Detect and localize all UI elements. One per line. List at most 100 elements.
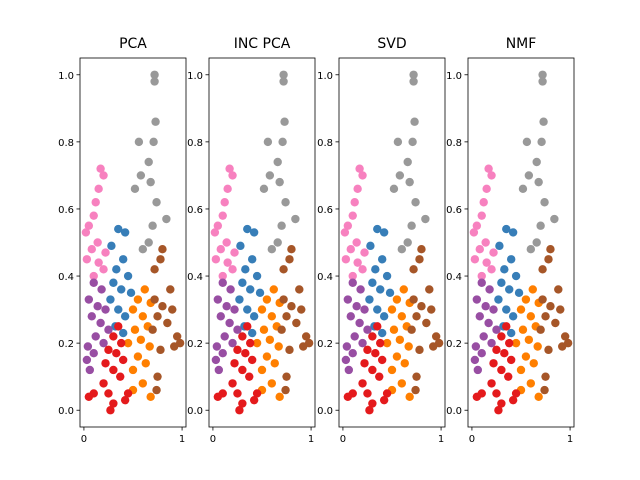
scatter-point bbox=[280, 117, 289, 126]
scatter-point bbox=[89, 278, 98, 287]
scatter-point bbox=[156, 345, 165, 355]
scatter-point bbox=[518, 325, 528, 334]
scatter-point bbox=[422, 318, 431, 328]
scatter-point bbox=[482, 258, 491, 267]
x-tick-label: 0 bbox=[469, 434, 475, 445]
scatter-point bbox=[417, 245, 426, 254]
scatter-point bbox=[166, 285, 175, 294]
scatter-point bbox=[81, 228, 91, 237]
scatter-point bbox=[505, 338, 514, 348]
subplot-title: NMF bbox=[506, 36, 537, 52]
scatter-point bbox=[163, 318, 172, 328]
scatter-point bbox=[551, 318, 560, 328]
scatter-point bbox=[233, 345, 242, 355]
scatter-point bbox=[494, 406, 503, 415]
scatter-point bbox=[353, 258, 362, 267]
scatter-point bbox=[138, 312, 148, 321]
y-tick-label: 0.2 bbox=[187, 339, 203, 350]
scatter-point bbox=[278, 137, 287, 147]
scatter-point bbox=[400, 359, 409, 368]
scatter-point bbox=[360, 305, 369, 314]
scatter-point bbox=[84, 392, 94, 402]
scatter-point bbox=[377, 355, 387, 365]
scatter-point bbox=[502, 224, 511, 234]
scatter-point bbox=[492, 345, 501, 355]
scatter-point bbox=[141, 359, 150, 368]
scatter-point bbox=[168, 305, 177, 314]
y-tick-label: 0.0 bbox=[187, 406, 203, 417]
scatter-point bbox=[87, 245, 96, 254]
scatter-point bbox=[379, 228, 389, 237]
x-tick-label: 0 bbox=[210, 434, 216, 445]
scatter-point bbox=[377, 328, 387, 338]
scatter-point bbox=[404, 342, 413, 351]
scatter-point bbox=[279, 77, 288, 86]
scatter-point bbox=[211, 355, 221, 365]
scatter-point bbox=[210, 228, 220, 237]
scatter-point bbox=[521, 352, 531, 361]
scatter-point bbox=[220, 198, 229, 207]
scatter-point bbox=[358, 171, 367, 180]
scatter-point bbox=[508, 395, 518, 405]
scatter-point bbox=[235, 295, 244, 304]
scatter-point bbox=[409, 70, 418, 79]
scatter-point bbox=[505, 285, 514, 294]
scatter-point bbox=[389, 325, 399, 334]
y-tick-label: 0.8 bbox=[446, 138, 462, 149]
scatter-point bbox=[356, 285, 365, 294]
scatter-point bbox=[346, 245, 355, 254]
scatter-point bbox=[368, 278, 377, 287]
scatter-point bbox=[358, 379, 367, 388]
scatter-point bbox=[526, 312, 536, 321]
scatter-point bbox=[363, 325, 372, 334]
scatter-point bbox=[526, 379, 536, 388]
scatter-point bbox=[262, 352, 272, 361]
scatter-point bbox=[518, 184, 528, 194]
scatter-point bbox=[563, 338, 573, 348]
scatter-point bbox=[403, 238, 412, 247]
scatter-point bbox=[158, 302, 167, 311]
scatter-point bbox=[89, 211, 98, 220]
scatter-point bbox=[541, 372, 550, 381]
y-tick-label: 0.2 bbox=[446, 339, 462, 350]
scatter-point bbox=[534, 392, 543, 402]
scatter-point bbox=[245, 372, 254, 381]
scatter-point bbox=[101, 305, 110, 314]
scatter-point bbox=[532, 157, 541, 167]
scatter-point bbox=[506, 355, 516, 365]
scatter-point bbox=[343, 221, 353, 230]
subplot-title: INC PCA bbox=[234, 36, 291, 52]
scatter-point bbox=[252, 338, 262, 348]
scatter-point bbox=[150, 295, 159, 304]
scatter-point bbox=[502, 305, 511, 314]
scatter-point bbox=[267, 312, 277, 321]
scatter-point bbox=[249, 312, 259, 321]
scatter-point bbox=[226, 285, 235, 294]
scatter-point bbox=[343, 295, 353, 304]
subplot: INC PCA 0.0 0.2 0.4 0.6 0.8 1.0 0 1 bbox=[187, 36, 316, 445]
scatter-point bbox=[216, 245, 225, 254]
scatter-point bbox=[358, 265, 367, 274]
scatter-point bbox=[123, 271, 133, 281]
scatter-point bbox=[275, 392, 284, 402]
scatter-point bbox=[249, 395, 259, 405]
scatter-point bbox=[101, 248, 110, 257]
scatter-point bbox=[375, 372, 384, 381]
scatter-point bbox=[238, 278, 247, 287]
scatter-point bbox=[431, 332, 441, 341]
scatter-point bbox=[255, 288, 265, 298]
scatter-point bbox=[225, 318, 234, 328]
scatter-point bbox=[481, 302, 490, 311]
scatter-point bbox=[379, 312, 389, 321]
scatter-point bbox=[150, 70, 159, 79]
scatter-point bbox=[145, 342, 154, 351]
scatter-point bbox=[502, 322, 511, 331]
scatter-point bbox=[89, 271, 98, 281]
scatter-point bbox=[297, 305, 306, 314]
scatter-point bbox=[343, 392, 353, 402]
scatter-point bbox=[151, 117, 160, 126]
scatter-point bbox=[427, 305, 436, 314]
scatter-point bbox=[133, 352, 143, 361]
scatter-point bbox=[534, 177, 543, 187]
